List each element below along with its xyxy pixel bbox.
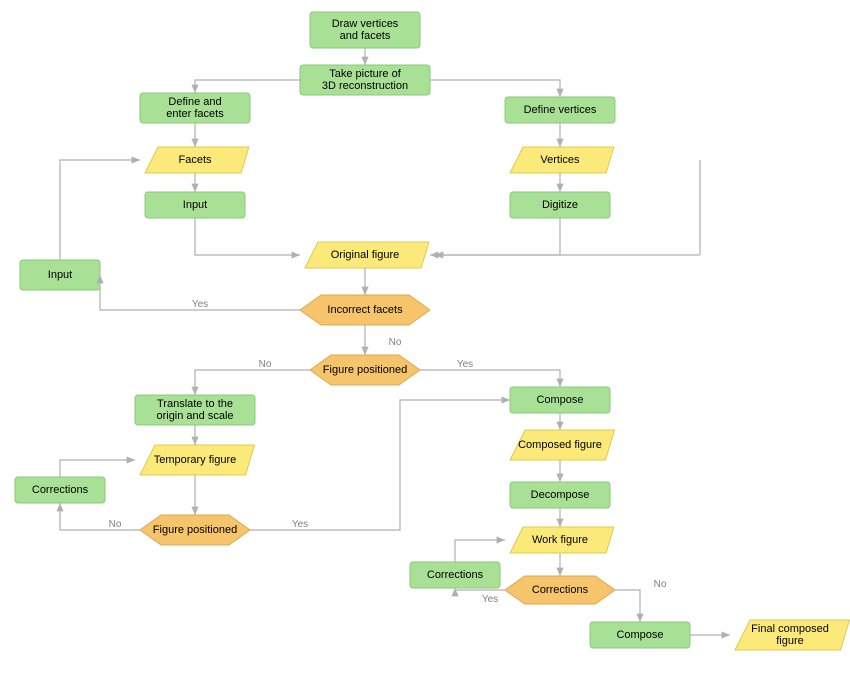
original_figure: Original figure: [305, 242, 429, 268]
edge-label: Yes: [457, 359, 473, 370]
input_far_left-label: Input: [48, 269, 72, 281]
translate-label: Translate to theorigin and scale: [156, 398, 233, 422]
compose1-label: Compose: [536, 394, 583, 406]
draw_vertices-label: Draw verticesand facets: [332, 18, 399, 42]
edge-label: No: [109, 519, 122, 530]
vertices: Vertices: [510, 147, 614, 173]
fig_pos2-label: Figure positioned: [153, 524, 237, 536]
input_left: Input: [145, 192, 245, 218]
decompose-label: Decompose: [531, 489, 590, 501]
corrections_l-label: Corrections: [32, 484, 89, 496]
edge-label: No: [259, 359, 272, 370]
edge: [60, 160, 140, 260]
work_figure: Work figure: [510, 527, 614, 553]
define_vertices-label: Define vertices: [524, 104, 597, 116]
input_far_left: Input: [20, 260, 100, 290]
flowchart-canvas: Draw verticesand facets Take picture of3D…: [0, 0, 850, 677]
corrections_dec-label: Corrections: [532, 584, 589, 596]
temp_figure: Temporary figure: [140, 445, 255, 475]
take_picture: Take picture of3D reconstruction: [300, 65, 430, 95]
final_fig: Final composedfigure: [735, 620, 850, 650]
edge: [195, 80, 300, 93]
compose1: Compose: [510, 387, 610, 413]
edge: [615, 590, 640, 622]
edge: [60, 503, 140, 530]
incorrect: Incorrect facets: [300, 295, 430, 325]
facets: Facets: [145, 147, 249, 173]
incorrect-label: Incorrect facets: [327, 304, 403, 316]
digitize: Digitize: [510, 192, 610, 218]
edge-label: Yes: [192, 299, 208, 310]
edge: [195, 370, 310, 395]
temp_figure-label: Temporary figure: [154, 454, 237, 466]
edge-label: Yes: [292, 519, 308, 530]
compose2: Compose: [590, 622, 690, 648]
take_picture-label: Take picture of3D reconstruction: [322, 68, 408, 92]
composed_fig-label: Composed figure: [518, 439, 602, 451]
define_vertices: Define vertices: [505, 97, 615, 123]
corrections_m: Corrections: [410, 562, 500, 588]
edge: [455, 540, 505, 562]
input_left-label: Input: [183, 199, 207, 211]
corrections_l: Corrections: [15, 477, 105, 503]
define_facets: Define andenter facets: [140, 93, 250, 123]
work_figure-label: Work figure: [532, 534, 588, 546]
composed_fig: Composed figure: [510, 430, 615, 460]
compose2-label: Compose: [616, 629, 663, 641]
draw_vertices: Draw verticesand facets: [310, 12, 420, 48]
decompose: Decompose: [510, 482, 610, 508]
edge-label: Yes: [482, 594, 498, 605]
edge: [60, 460, 135, 477]
corrections_dec: Corrections: [505, 576, 615, 604]
facets-label: Facets: [178, 154, 212, 166]
edge-label: No: [654, 579, 667, 590]
edge: [195, 218, 300, 255]
edge-label: No: [389, 337, 402, 348]
edge: [430, 218, 560, 255]
vertices-label: Vertices: [540, 154, 580, 166]
original_figure-label: Original figure: [331, 249, 399, 261]
fig_pos1: Figure positioned: [310, 355, 420, 385]
edge: [250, 400, 510, 530]
fig_pos2: Figure positioned: [140, 515, 250, 545]
edge: [420, 370, 560, 387]
fig_pos1-label: Figure positioned: [323, 364, 407, 376]
corrections_m-label: Corrections: [427, 569, 484, 581]
define_facets-label: Define andenter facets: [166, 96, 224, 120]
digitize-label: Digitize: [542, 199, 578, 211]
translate: Translate to theorigin and scale: [135, 395, 255, 425]
edge: [430, 80, 560, 97]
